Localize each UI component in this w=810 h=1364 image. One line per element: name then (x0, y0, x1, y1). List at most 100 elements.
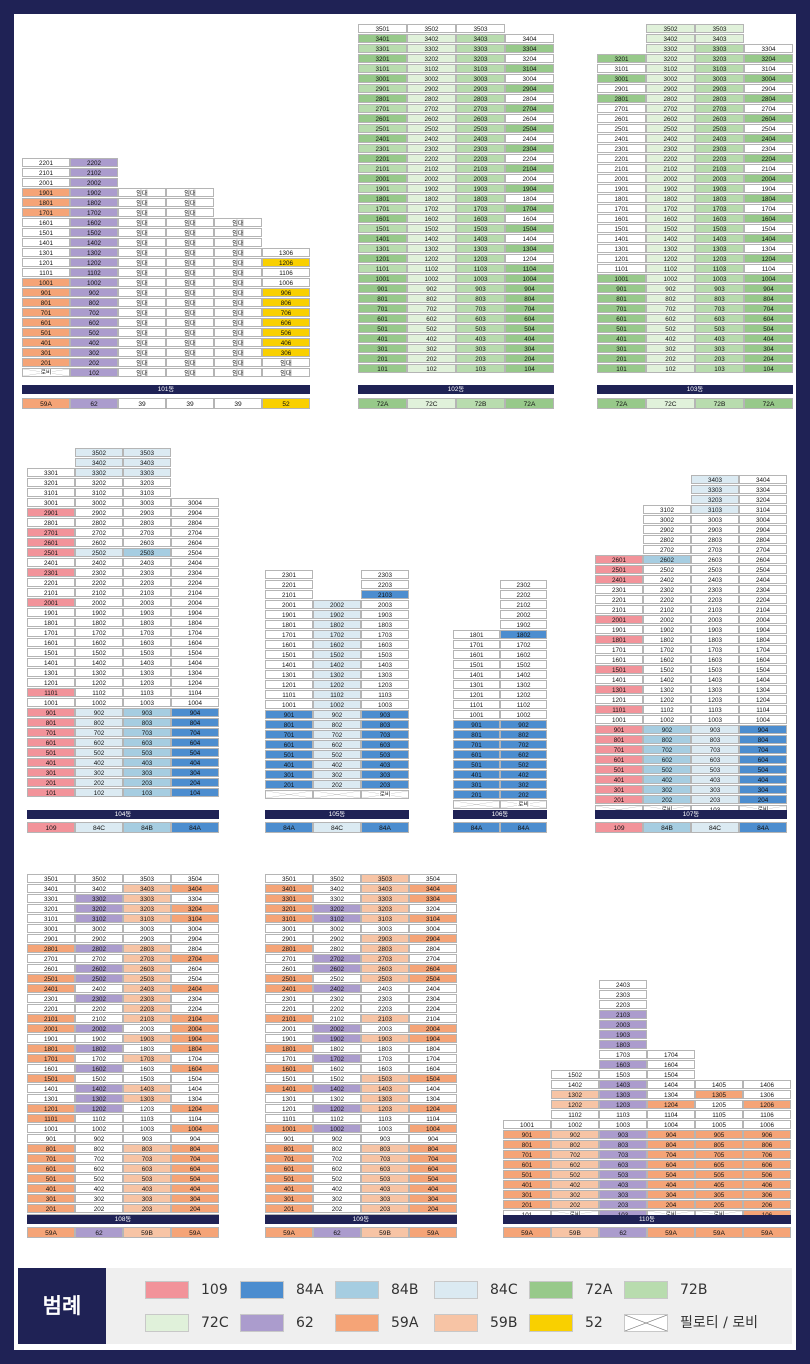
unit-cell: 임대 (166, 328, 214, 337)
unit-cell: 301 (27, 1194, 75, 1203)
unit-cell: 1803 (361, 1044, 409, 1053)
unit-cell: 1204 (171, 678, 219, 687)
unit-cell: 2401 (27, 984, 75, 993)
unit-cell: 3103 (123, 914, 171, 923)
unit-cell: 2803 (123, 944, 171, 953)
unit-cell: 1704 (744, 204, 793, 213)
unit-cell: 2201 (358, 154, 407, 163)
unit-cell: 903 (599, 1130, 647, 1139)
unit-cell: 103 (695, 364, 744, 373)
unit-cell: 902 (500, 720, 547, 729)
unit-cell: 803 (456, 294, 505, 303)
unit-cell: 2802 (75, 944, 123, 953)
unit-cell: 401 (597, 334, 646, 343)
unit-cell: 2304 (505, 144, 554, 153)
unit-cell: 103 (456, 364, 505, 373)
unit-cell: 1903 (695, 184, 744, 193)
unit-cell: 402 (75, 758, 123, 767)
unit-cell: 104 (744, 364, 793, 373)
unit-cell: 3403 (123, 884, 171, 893)
unit-cell: 701 (597, 304, 646, 313)
unit-cell: 1401 (22, 238, 70, 247)
unit-cell: 1503 (691, 665, 739, 674)
unit-cell: 1601 (265, 640, 313, 649)
unit-cell: 2101 (27, 1014, 75, 1023)
unit-cell: 701 (22, 308, 70, 317)
unit-cell: 2904 (171, 934, 219, 943)
unit-cell: 2502 (313, 974, 361, 983)
unit-cell: 605 (695, 1160, 743, 1169)
unit-cell: 1103 (599, 1110, 647, 1119)
unit-cell: 201 (595, 795, 643, 804)
unit-cell: 1602 (407, 214, 456, 223)
unit-cell: 603 (691, 755, 739, 764)
unit-cell: 2003 (599, 1020, 647, 1029)
unit-cell: 2202 (70, 158, 118, 167)
unit-cell: 202 (313, 780, 361, 789)
unit-cell: 1102 (75, 688, 123, 697)
unit-cell: 1004 (409, 1124, 457, 1133)
unit-type-cell: 72C (407, 398, 456, 409)
unit-cell: 401 (358, 334, 407, 343)
unit-cell: 임대 (214, 248, 262, 257)
unit-cell: 2303 (123, 568, 171, 577)
unit-cell: 2004 (409, 1024, 457, 1033)
unit-cell: 903 (456, 284, 505, 293)
unit-cell: 905 (695, 1130, 743, 1139)
unit-cell: 1902 (500, 620, 547, 629)
unit-cell: 202 (643, 795, 691, 804)
unit-cell: 3504 (409, 874, 457, 883)
unit-cell: 702 (646, 304, 695, 313)
unit-cell: 101 (358, 364, 407, 373)
building-label-bar: 107동 (595, 810, 787, 819)
unit-cell: 1502 (643, 665, 691, 674)
unit-cell: 1202 (500, 690, 547, 699)
unit-cell: 1704 (171, 628, 219, 637)
unit-cell: 1502 (500, 660, 547, 669)
unit-cell: 803 (361, 720, 409, 729)
unit-cell: 2703 (695, 104, 744, 113)
unit-cell: 1203 (599, 1100, 647, 1109)
unit-cell: 2501 (597, 124, 646, 133)
unit-cell: 601 (358, 314, 407, 323)
unit-cell: 3202 (646, 54, 695, 63)
unit-cell: 204 (171, 778, 219, 787)
unit-cell: 404 (739, 775, 787, 784)
unit-cell: 1604 (409, 1064, 457, 1073)
legend-item: 필로티 / 로비 (624, 1313, 758, 1333)
unit-cell: 304 (409, 1194, 457, 1203)
unit-cell: 1101 (595, 705, 643, 714)
unit-cell: 1204 (409, 1104, 457, 1113)
unit-cell: 302 (313, 1194, 361, 1203)
unit-cell: 1804 (744, 194, 793, 203)
unit-cell: 203 (691, 795, 739, 804)
unit-cell: 504 (739, 765, 787, 774)
unit-cell: 2702 (313, 954, 361, 963)
unit-cell: 1503 (695, 224, 744, 233)
unit-cell: 2604 (171, 964, 219, 973)
unit-cell: 1501 (597, 224, 646, 233)
unit-cell: 임대 (118, 348, 166, 357)
unit-cell: 703 (691, 745, 739, 754)
unit-cell: 1003 (361, 700, 409, 709)
unit-cell: 703 (695, 304, 744, 313)
legend-item: 72C (145, 1313, 240, 1333)
unit-cell: 1104 (171, 1114, 219, 1123)
unit-cell: 303 (123, 768, 171, 777)
unit-cell: 1404 (409, 1084, 457, 1093)
unit-cell: 703 (123, 1154, 171, 1163)
unit-cell: 임대 (214, 298, 262, 307)
unit-cell: 1501 (265, 650, 313, 659)
unit-cell: 2502 (75, 974, 123, 983)
unit-cell: 1602 (643, 655, 691, 664)
unit-cell: 1104 (744, 264, 793, 273)
unit-cell: 3001 (358, 74, 407, 83)
unit-cell: 3303 (123, 468, 171, 477)
unit-cell: 603 (123, 738, 171, 747)
unit-cell: 1305 (695, 1090, 743, 1099)
unit-cell: 1804 (171, 1044, 219, 1053)
unit-cell: 1903 (599, 1030, 647, 1039)
unit-cell: 임대 (118, 268, 166, 277)
unit-cell: 3204 (409, 904, 457, 913)
unit-cell: 903 (361, 710, 409, 719)
